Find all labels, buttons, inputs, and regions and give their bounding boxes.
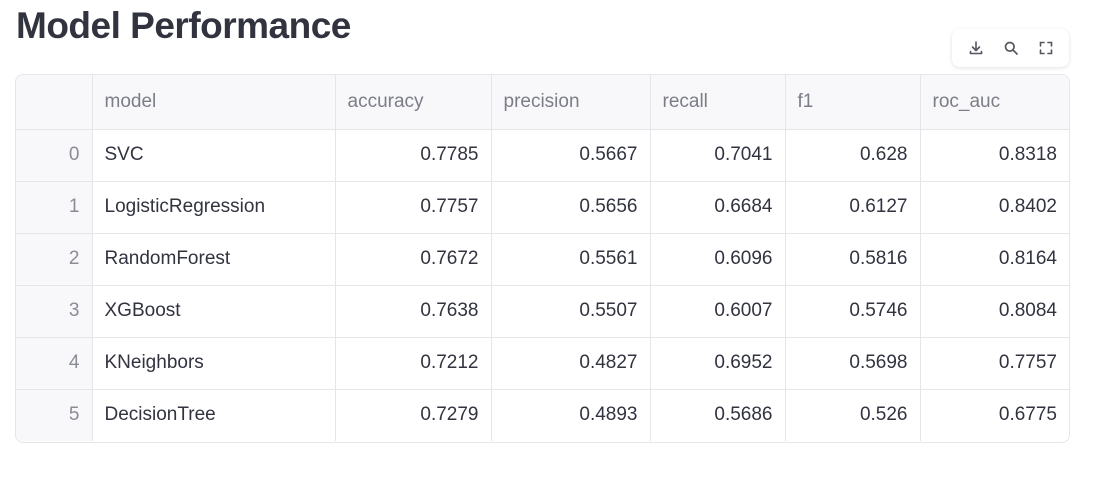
cell-precision[interactable]: 0.4893 (491, 389, 651, 441)
page-title: Model Performance (16, 5, 351, 46)
cell-model[interactable]: DecisionTree (92, 389, 336, 441)
cell-roc-auc[interactable]: 0.8318 (920, 129, 1069, 182)
cell-precision[interactable]: 0.4827 (491, 337, 651, 390)
dataframe-table[interactable]: model accuracy precision recall f1 roc_a… (15, 74, 1070, 443)
cell-recall[interactable]: 0.6096 (650, 233, 786, 286)
row-index: 1 (16, 181, 93, 234)
table-row: 0 SVC 0.7785 0.5667 0.7041 0.628 0.8318 (16, 129, 1069, 182)
cell-precision[interactable]: 0.5507 (491, 285, 651, 338)
cell-model[interactable]: KNeighbors (92, 337, 336, 390)
table-row: 5 DecisionTree 0.7279 0.4893 0.5686 0.52… (16, 389, 1069, 441)
cell-recall[interactable]: 0.6952 (650, 337, 786, 390)
cell-precision[interactable]: 0.5561 (491, 233, 651, 286)
table-row: 4 KNeighbors 0.7212 0.4827 0.6952 0.5698… (16, 337, 1069, 390)
table-row: 3 XGBoost 0.7638 0.5507 0.6007 0.5746 0.… (16, 285, 1069, 338)
cell-f1[interactable]: 0.526 (785, 389, 921, 441)
search-button[interactable] (997, 34, 1025, 62)
cell-accuracy[interactable]: 0.7757 (335, 181, 492, 234)
column-header-roc-auc[interactable]: roc_auc (920, 75, 1069, 130)
cell-f1[interactable]: 0.6127 (785, 181, 921, 234)
cell-recall[interactable]: 0.5686 (650, 389, 786, 441)
search-icon (1004, 41, 1018, 55)
fullscreen-icon (1039, 41, 1052, 55)
cell-f1[interactable]: 0.5746 (785, 285, 921, 338)
cell-accuracy[interactable]: 0.7638 (335, 285, 492, 338)
row-index: 4 (16, 337, 93, 390)
table-row: 1 LogisticRegression 0.7757 0.5656 0.668… (16, 181, 1069, 234)
fullscreen-button[interactable] (1032, 34, 1060, 62)
row-index: 3 (16, 285, 93, 338)
cell-model[interactable]: SVC (92, 129, 336, 182)
cell-recall[interactable]: 0.6684 (650, 181, 786, 234)
cell-roc-auc[interactable]: 0.8402 (920, 181, 1069, 234)
row-index: 5 (16, 389, 93, 441)
row-index: 0 (16, 129, 93, 182)
cell-model[interactable]: RandomForest (92, 233, 336, 286)
cell-precision[interactable]: 0.5656 (491, 181, 651, 234)
column-header-f1[interactable]: f1 (785, 75, 921, 130)
column-header-recall[interactable]: recall (650, 75, 786, 130)
column-header-accuracy[interactable]: accuracy (335, 75, 492, 130)
index-header (16, 75, 93, 130)
cell-recall[interactable]: 0.6007 (650, 285, 786, 338)
cell-accuracy[interactable]: 0.7672 (335, 233, 492, 286)
cell-model[interactable]: LogisticRegression (92, 181, 336, 234)
header-row: model accuracy precision recall f1 roc_a… (16, 75, 1069, 130)
cell-roc-auc[interactable]: 0.8084 (920, 285, 1069, 338)
cell-f1[interactable]: 0.628 (785, 129, 921, 182)
cell-accuracy[interactable]: 0.7785 (335, 129, 492, 182)
table-row: 2 RandomForest 0.7672 0.5561 0.6096 0.58… (16, 233, 1069, 286)
row-index: 2 (16, 233, 93, 286)
table-toolbar (952, 29, 1069, 67)
cell-f1[interactable]: 0.5816 (785, 233, 921, 286)
cell-recall[interactable]: 0.7041 (650, 129, 786, 182)
column-header-precision[interactable]: precision (491, 75, 651, 130)
cell-accuracy[interactable]: 0.7279 (335, 389, 492, 441)
download-icon (969, 41, 982, 55)
cell-model[interactable]: XGBoost (92, 285, 336, 338)
cell-precision[interactable]: 0.5667 (491, 129, 651, 182)
download-button[interactable] (962, 34, 990, 62)
cell-accuracy[interactable]: 0.7212 (335, 337, 492, 390)
cell-roc-auc[interactable]: 0.8164 (920, 233, 1069, 286)
cell-f1[interactable]: 0.5698 (785, 337, 921, 390)
cell-roc-auc[interactable]: 0.7757 (920, 337, 1069, 390)
column-header-model[interactable]: model (92, 75, 336, 130)
cell-roc-auc[interactable]: 0.6775 (998, 404, 1057, 426)
